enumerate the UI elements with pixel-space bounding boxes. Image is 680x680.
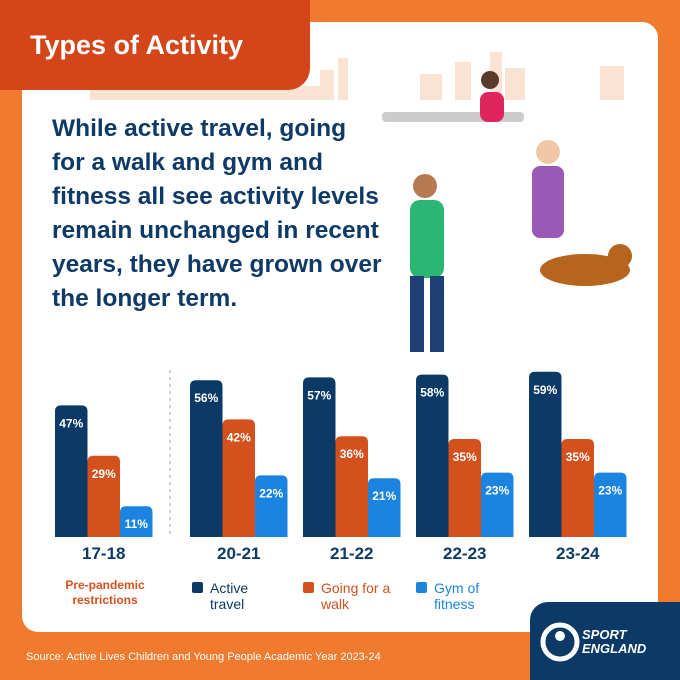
title: Types of Activity [0, 0, 310, 90]
value-label: 59% [533, 383, 557, 397]
value-label: 56% [194, 391, 218, 405]
value-label: 47% [59, 416, 83, 430]
logo: SPORT ENGLAND [530, 602, 680, 680]
bar [416, 374, 449, 537]
value-label: 57% [307, 388, 331, 402]
bar [55, 405, 88, 537]
bar [87, 455, 120, 537]
value-label: 21% [372, 489, 396, 503]
subtitle: While active travel, going for a walk an… [52, 115, 382, 312]
bar [481, 472, 514, 537]
logo-icon [540, 622, 580, 662]
value-label: 42% [227, 430, 251, 444]
bar [368, 478, 401, 537]
bar [335, 436, 368, 537]
bar [255, 475, 288, 537]
x-tick-label: 23-24 [556, 544, 600, 563]
legend-swatch [303, 582, 314, 593]
annotation: Pre-pandemic restrictions [65, 578, 145, 607]
legend-swatch [192, 582, 203, 593]
bar [303, 377, 336, 537]
value-label: 11% [125, 517, 149, 531]
logo-text: SPORT ENGLAND [582, 627, 647, 656]
legend-label: Going for a walk [321, 580, 391, 612]
value-label: 35% [566, 450, 590, 464]
x-tick-label: 21-22 [330, 544, 373, 563]
value-label: 35% [453, 450, 477, 464]
value-label: 58% [420, 386, 444, 400]
value-label: 29% [92, 467, 116, 481]
bar [190, 380, 223, 537]
x-tick-label: 20-21 [217, 544, 260, 563]
bar [448, 439, 481, 537]
bar [594, 472, 627, 537]
bar [561, 439, 594, 537]
bar [222, 419, 255, 537]
value-label: 23% [485, 484, 509, 498]
x-tick-label: 22-23 [443, 544, 486, 563]
illustration-people [382, 71, 632, 352]
value-label: 23% [598, 484, 622, 498]
legend-label: Active travel [210, 580, 249, 612]
bar [529, 371, 562, 537]
x-tick-label: 17-18 [82, 544, 125, 563]
value-label: 36% [340, 447, 364, 461]
bar [120, 506, 153, 537]
source: Source: Active Lives Children and Young … [26, 651, 381, 663]
legend-swatch [416, 582, 427, 593]
legend-label: Gym of fitness [434, 580, 480, 612]
value-label: 22% [259, 486, 283, 500]
